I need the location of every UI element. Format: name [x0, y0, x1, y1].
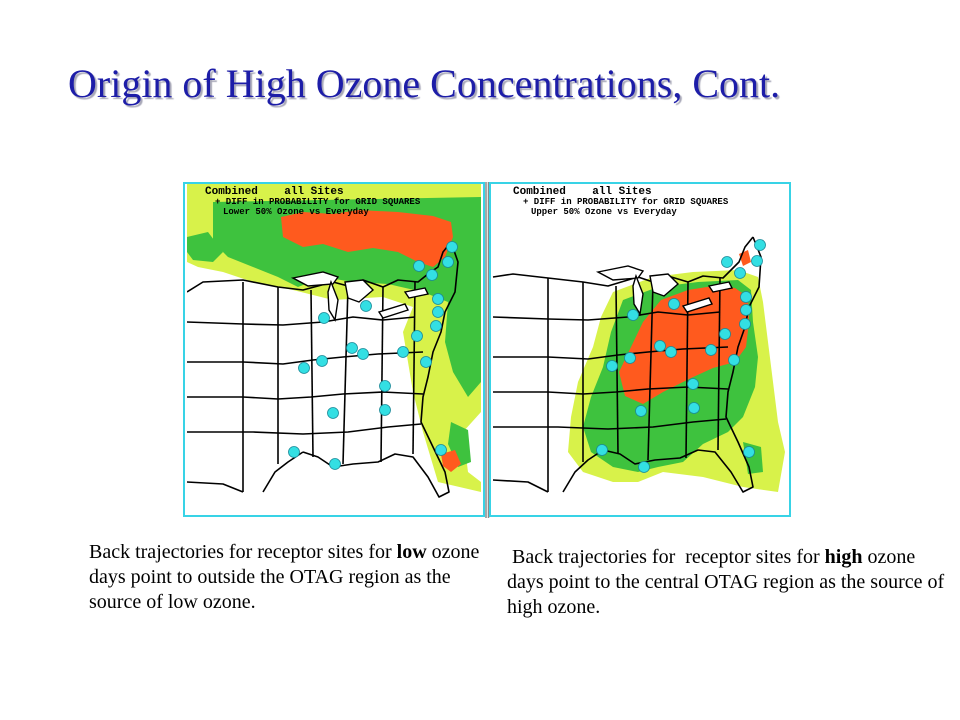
receptor-site-icon: [397, 346, 409, 358]
receptor-site-icon: [316, 355, 328, 367]
receptor-site-icon: [426, 269, 438, 281]
receptor-site-icon: [318, 312, 330, 324]
low-ozone-map: Combined all Sites + DIFF in PROBABILITY…: [183, 182, 485, 517]
receptor-site-icon: [446, 241, 458, 253]
receptor-site-icon: [596, 444, 608, 456]
high-ozone-map: Combined all Sites + DIFF in PROBABILITY…: [489, 182, 791, 517]
receptor-site-icon: [728, 354, 740, 366]
receptor-site-icon: [705, 344, 717, 356]
caption-text: Back trajectories for receptor sites for: [507, 546, 825, 568]
left-map-heading: Combined all Sites: [205, 186, 344, 198]
receptor-site-icon: [329, 458, 341, 470]
caption-text: ozone days point to outside the OTAG reg…: [89, 541, 480, 613]
receptor-site-icon: [624, 352, 636, 364]
receptor-site-icon: [638, 461, 650, 473]
receptor-site-icon: [432, 293, 444, 305]
receptor-site-icon: [435, 444, 447, 456]
receptor-site-icon: [413, 260, 425, 272]
receptor-site-icon: [734, 267, 746, 279]
receptor-site-icon: [360, 300, 372, 312]
receptor-site-icon: [420, 356, 432, 368]
receptor-site-icon: [411, 330, 423, 342]
receptor-site-icon: [327, 407, 339, 419]
caption-text: ozone days point to the central OTAG reg…: [507, 546, 945, 618]
trajectory-map-figure: Combined all Sites + DIFF in PROBABILITY…: [183, 182, 791, 518]
receptor-site-icon: [627, 309, 639, 321]
receptor-site-icon: [687, 378, 699, 390]
right-map-heading: Combined all Sites: [513, 186, 652, 198]
low-ozone-caption: Back trajectories for receptor sites for…: [89, 540, 489, 615]
left-map-subtitle: Lower 50% Ozone vs Everyday: [223, 207, 369, 217]
receptor-site-icon: [357, 348, 369, 360]
receptor-site-icon: [288, 446, 300, 458]
right-map-subheading: + DIFF in PROBABILITY for GRID SQUARES: [523, 197, 729, 207]
receptor-site-icon: [346, 342, 358, 354]
caption-text: Back trajectories for receptor sites for: [89, 541, 397, 563]
receptor-site-icon: [739, 318, 751, 330]
receptor-site-icon: [379, 404, 391, 416]
receptor-site-icon: [740, 304, 752, 316]
receptor-site-icon: [740, 291, 752, 303]
receptor-site-icon: [606, 360, 618, 372]
high-ozone-caption: Back trajectories for receptor sites for…: [507, 545, 947, 620]
receptor-site-icon: [430, 320, 442, 332]
receptor-site-icon: [665, 346, 677, 358]
receptor-site-icon: [668, 298, 680, 310]
receptor-site-icon: [751, 255, 763, 267]
receptor-site-icon: [754, 239, 766, 251]
receptor-site-icon: [432, 306, 444, 318]
slide-title: Origin of High Ozone Concentrations, Con…: [68, 61, 781, 106]
receptor-site-icon: [635, 405, 647, 417]
right-map-subtitle: Upper 50% Ozone vs Everyday: [531, 207, 677, 217]
receptor-site-icon: [379, 380, 391, 392]
caption-emphasis: low: [396, 541, 427, 563]
receptor-site-icon: [298, 362, 310, 374]
caption-emphasis: high: [824, 546, 863, 568]
left-map-subheading: + DIFF in PROBABILITY for GRID SQUARES: [215, 197, 421, 207]
receptor-site-icon: [719, 328, 731, 340]
receptor-site-icon: [442, 256, 454, 268]
receptor-site-icon: [654, 340, 666, 352]
receptor-site-icon: [688, 402, 700, 414]
receptor-site-icon: [743, 446, 755, 458]
receptor-site-icon: [721, 256, 733, 268]
